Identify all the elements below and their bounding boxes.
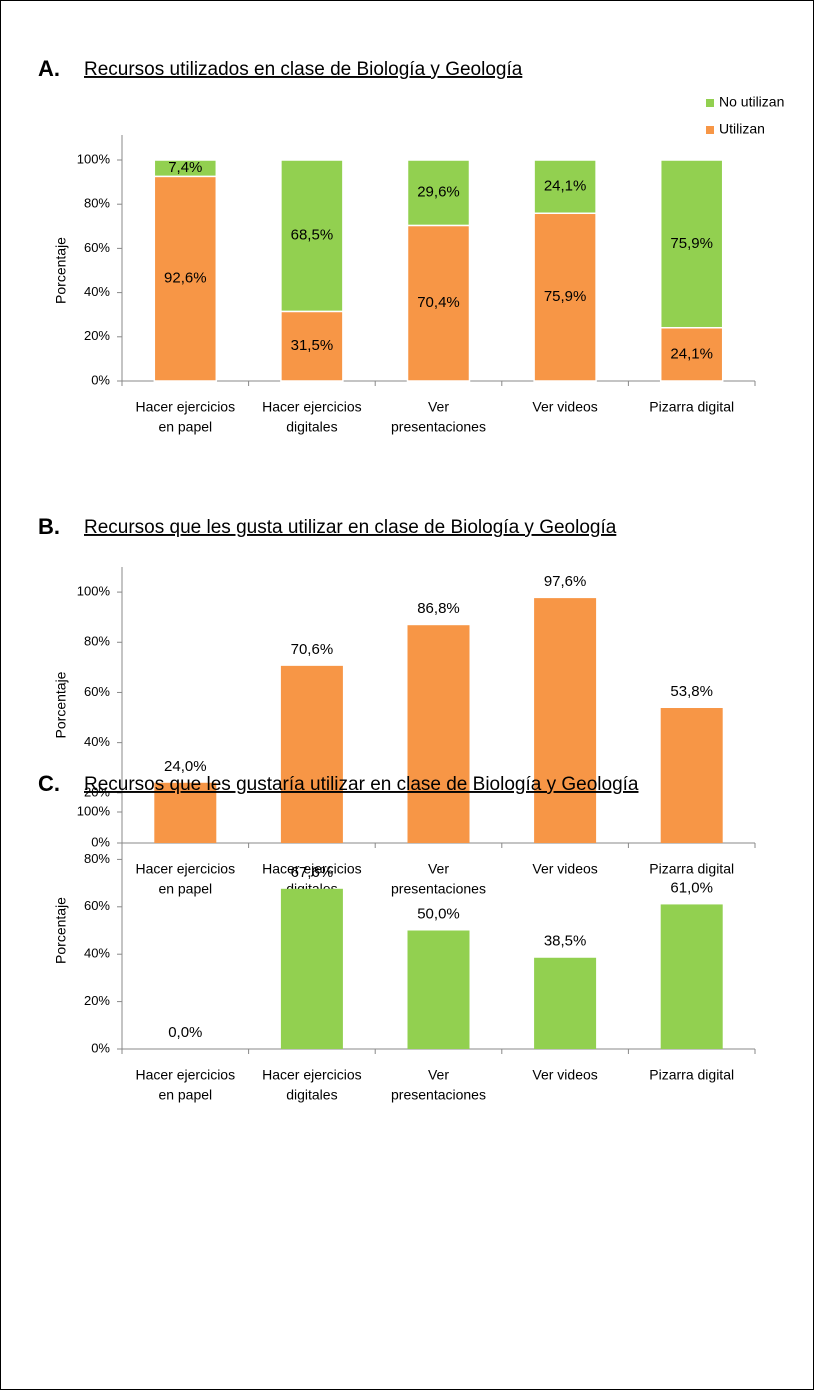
- x-tick-label: en papel: [158, 419, 212, 435]
- x-tick-label: Hacer ejercicios: [136, 399, 236, 415]
- bar-segment: [280, 159, 344, 313]
- x-tick-label: digitales: [286, 419, 337, 435]
- x-tick-label: Ver videos: [532, 861, 597, 877]
- legend-label: Utilizan: [719, 121, 765, 137]
- bar: [154, 782, 217, 843]
- data-label: 70,4%: [417, 294, 460, 311]
- x-tick-label: Hacer ejercicios: [136, 1067, 236, 1083]
- y-axis-label: Porcentaje: [53, 671, 69, 738]
- legend-label: No utilizan: [719, 94, 784, 110]
- bar: [407, 625, 470, 843]
- data-label: 24,1%: [670, 345, 713, 362]
- data-label: 75,9%: [670, 235, 713, 252]
- bar: [660, 904, 723, 1049]
- y-tick-label: 100%: [77, 584, 111, 599]
- y-tick-label: 80%: [84, 851, 110, 866]
- x-tick-label: presentaciones: [391, 419, 486, 435]
- y-axis-label: Porcentaje: [53, 897, 69, 964]
- panel-label: B.: [38, 514, 60, 539]
- data-label: 53,8%: [670, 683, 713, 700]
- x-tick-label: presentaciones: [391, 881, 486, 897]
- data-label: 67,6%: [291, 864, 334, 881]
- y-axis-label: Porcentaje: [53, 237, 69, 304]
- bar-segment: [406, 224, 471, 382]
- y-tick-label: 20%: [84, 784, 110, 799]
- x-tick-label: Pizarra digital: [649, 1067, 734, 1083]
- bar-segment: [280, 310, 344, 382]
- bar-segment: [659, 159, 724, 329]
- x-tick-label: Ver: [428, 861, 449, 877]
- panel-label: C.: [38, 771, 60, 796]
- bar: [534, 957, 597, 1049]
- x-tick-label: digitales: [286, 1087, 337, 1103]
- data-label: 0,0%: [168, 1024, 202, 1041]
- y-tick-label: 0%: [91, 834, 110, 849]
- bar: [407, 930, 470, 1049]
- data-label: 24,1%: [544, 178, 587, 195]
- data-label: 75,9%: [544, 288, 587, 305]
- data-label: 97,6%: [544, 573, 587, 590]
- bar: [280, 665, 343, 843]
- x-tick-label: Ver videos: [532, 399, 597, 415]
- y-tick-label: 0%: [91, 372, 110, 387]
- x-tick-label: Ver videos: [532, 1067, 597, 1083]
- y-tick-label: 40%: [84, 284, 110, 299]
- x-tick-label: en papel: [158, 881, 212, 897]
- chart-title: Recursos que les gusta utilizar en clase…: [84, 517, 617, 538]
- x-tick-label: presentaciones: [391, 1087, 486, 1103]
- bar-segment: [153, 175, 218, 382]
- y-tick-label: 80%: [84, 634, 110, 649]
- bar: [660, 708, 723, 843]
- data-label: 92,6%: [164, 270, 207, 287]
- bar-segment: [533, 159, 597, 215]
- chart-title: Recursos utilizados en clase de Biología…: [84, 59, 523, 80]
- y-tick-label: 20%: [84, 328, 110, 343]
- x-tick-label: Hacer ejercicios: [262, 1067, 362, 1083]
- bar: [280, 888, 343, 1049]
- y-tick-label: 100%: [77, 803, 111, 818]
- data-label: 50,0%: [417, 905, 460, 922]
- bar-segment: [153, 159, 218, 178]
- y-tick-label: 20%: [84, 993, 110, 1008]
- x-tick-label: Hacer ejercicios: [262, 861, 362, 877]
- legend-swatch: [706, 126, 714, 134]
- y-tick-label: 100%: [77, 151, 111, 166]
- x-tick-label: en papel: [158, 1087, 212, 1103]
- x-tick-label: Pizarra digital: [649, 399, 734, 415]
- data-label: 61,0%: [670, 879, 713, 896]
- data-label: 29,6%: [417, 184, 460, 201]
- data-label: 68,5%: [291, 227, 334, 244]
- bar: [534, 598, 597, 843]
- y-tick-label: 40%: [84, 946, 110, 961]
- x-tick-label: Ver: [428, 1067, 449, 1083]
- panel-label: A.: [38, 56, 60, 81]
- bar-segment: [659, 326, 724, 382]
- y-tick-label: 60%: [84, 898, 110, 913]
- data-label: 24,0%: [164, 758, 207, 775]
- data-label: 70,6%: [291, 641, 334, 658]
- x-tick-label: Ver: [428, 399, 449, 415]
- y-tick-label: 0%: [91, 1040, 110, 1055]
- y-tick-label: 60%: [84, 684, 110, 699]
- data-label: 86,8%: [417, 600, 460, 617]
- x-tick-label: Hacer ejercicios: [262, 399, 362, 415]
- y-tick-label: 80%: [84, 196, 110, 211]
- bar-segment: [406, 159, 471, 227]
- data-label: 31,5%: [291, 337, 334, 354]
- y-tick-label: 40%: [84, 734, 110, 749]
- y-tick-label: 60%: [84, 240, 110, 255]
- data-label: 7,4%: [168, 159, 202, 176]
- chart-title: Recursos que les gustaría utilizar en cl…: [84, 774, 639, 795]
- data-label: 38,5%: [544, 933, 587, 950]
- x-tick-label: Pizarra digital: [649, 861, 734, 877]
- legend-swatch: [706, 99, 714, 107]
- x-tick-label: Hacer ejercicios: [136, 861, 236, 877]
